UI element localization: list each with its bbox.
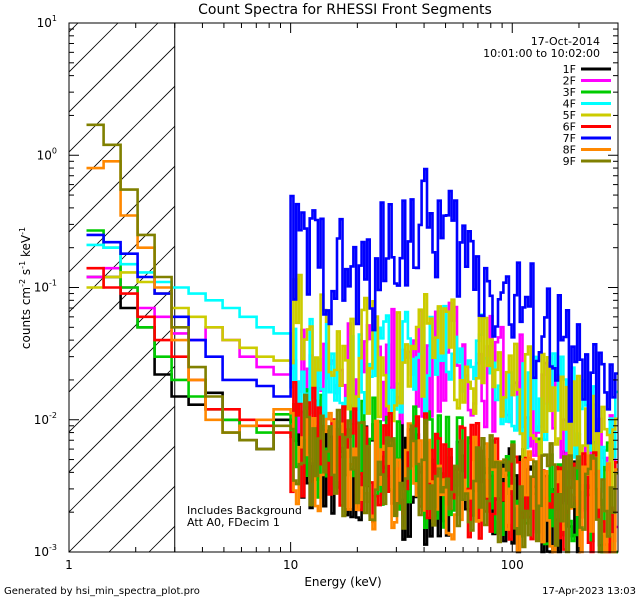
legend-label: 3F — [563, 86, 576, 99]
y-tick-label: 10-2 — [34, 411, 57, 427]
series-9F — [86, 123, 618, 554]
y-axis-label-sup: -1 — [18, 227, 27, 235]
legend-item-2F: 2F — [563, 75, 611, 88]
series-line-6F — [86, 266, 618, 554]
series-line-7F — [86, 167, 618, 445]
y-axis-label-sup: -1 — [18, 261, 27, 269]
hatch-line — [69, 365, 175, 473]
legend-label: 8F — [563, 144, 576, 157]
legend-item-4F: 4F — [563, 98, 611, 111]
chart-title: Count Spectra for RHESSI Front Segments — [198, 2, 492, 18]
series-layer — [86, 123, 618, 554]
legend-item-6F: 6F — [563, 121, 611, 134]
legend-item-3F: 3F — [563, 86, 611, 99]
series-5F — [86, 271, 618, 512]
series-line-9F — [86, 123, 618, 554]
annotation-attenuator: Att A0, FDecim 1 — [187, 516, 280, 529]
y-tick-label: 10-3 — [34, 543, 57, 559]
series-line-8F — [86, 160, 618, 554]
y-axis-label-part: keV — [19, 234, 33, 261]
y-axis-label-part: s — [19, 269, 33, 279]
legend-label: 6F — [563, 121, 576, 134]
series-line-5F — [86, 271, 618, 512]
annotation-background: Includes Background — [187, 504, 302, 517]
y-tick-label: 100 — [37, 146, 57, 162]
hatch-line — [69, 23, 159, 113]
time-range-label: 10:01:00 to 10:02:00 — [483, 47, 600, 60]
hatch-line — [69, 445, 175, 552]
legend-item-5F: 5F — [563, 109, 611, 122]
series-8F — [86, 160, 618, 554]
legend-item-1F: 1F — [563, 63, 611, 76]
x-axis-label: Energy (keV) — [304, 575, 381, 589]
legend-label: 1F — [563, 63, 576, 76]
hatch-line — [69, 405, 175, 513]
y-axis-label: counts cm-2 s-1 keV-1 — [18, 227, 33, 349]
y-tick-label: 101 — [37, 14, 57, 30]
footer-timestamp: 17-Apr-2023 13:03 — [542, 586, 636, 597]
hatch-line — [69, 85, 175, 193]
series-7F — [86, 167, 618, 445]
footer-generated-by: Generated by hsi_min_spectra_plot.pro — [4, 586, 200, 597]
x-tick-label: 10 — [283, 558, 298, 572]
legend-label: 5F — [563, 109, 576, 122]
y-tick-labels: 101 100 10-1 10-2 10-3 — [34, 14, 57, 559]
legend-label: 7F — [563, 132, 576, 145]
x-tick-label: 1 — [65, 558, 73, 572]
y-axis-label-part: counts cm — [19, 287, 33, 349]
legend-label: 9F — [563, 155, 576, 168]
date-label: 17-Oct-2014 — [531, 35, 600, 48]
hatch-line — [69, 45, 175, 153]
legend-item-9F: 9F — [563, 155, 611, 168]
legend-label: 2F — [563, 75, 576, 88]
legend-label: 4F — [563, 98, 576, 111]
series-6F — [86, 266, 618, 554]
legend-item-7F: 7F — [563, 132, 611, 145]
axis-ticks — [68, 23, 619, 553]
legend-item-8F: 8F — [563, 144, 611, 157]
x-tick-label: 100 — [501, 558, 524, 572]
y-tick-label: 10-1 — [34, 279, 57, 295]
y-axis-label-sup: -2 — [18, 279, 27, 287]
x-tick-labels: 1 10 100 — [65, 558, 524, 572]
